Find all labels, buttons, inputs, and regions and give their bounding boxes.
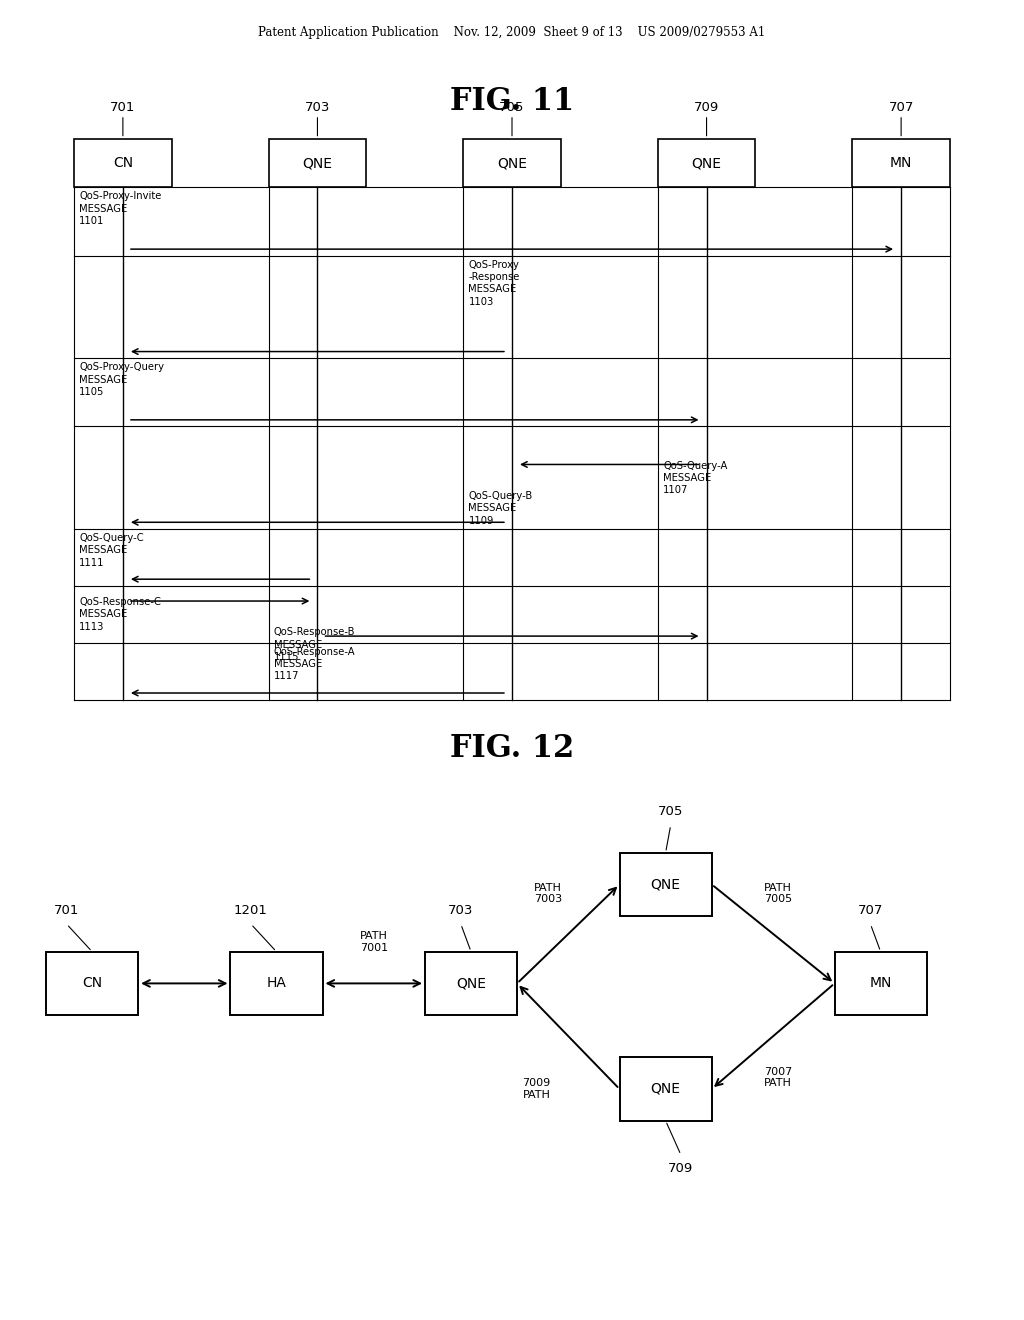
Text: QoS-Query-A
MESSAGE
1107: QoS-Query-A MESSAGE 1107 — [664, 461, 727, 495]
Text: CN: CN — [113, 156, 133, 170]
Text: Patent Application Publication    Nov. 12, 2009  Sheet 9 of 13    US 2009/027955: Patent Application Publication Nov. 12, … — [258, 26, 766, 40]
Text: 701: 701 — [54, 904, 79, 917]
FancyBboxPatch shape — [620, 1057, 712, 1121]
Text: 701: 701 — [111, 100, 135, 114]
Text: 709: 709 — [694, 100, 719, 114]
FancyBboxPatch shape — [463, 139, 561, 187]
Text: PATH
7005: PATH 7005 — [764, 883, 793, 904]
Text: QoS-Response-C
MESSAGE
1113: QoS-Response-C MESSAGE 1113 — [80, 597, 161, 632]
Text: 707: 707 — [858, 904, 883, 917]
Text: FIG. 12: FIG. 12 — [450, 733, 574, 763]
Text: QNE: QNE — [650, 878, 681, 891]
Text: HA: HA — [266, 977, 287, 990]
Text: FIG. 11: FIG. 11 — [450, 86, 574, 116]
Text: 707: 707 — [889, 100, 913, 114]
FancyBboxPatch shape — [46, 952, 138, 1015]
Text: 705: 705 — [500, 100, 524, 114]
Text: QNE: QNE — [650, 1082, 681, 1096]
Text: PATH
7003: PATH 7003 — [534, 883, 562, 904]
FancyBboxPatch shape — [657, 139, 755, 187]
Text: PATH
7001: PATH 7001 — [359, 932, 388, 953]
Text: 7009
PATH: 7009 PATH — [522, 1078, 551, 1100]
Text: MN: MN — [869, 977, 892, 990]
Text: CN: CN — [82, 977, 102, 990]
FancyBboxPatch shape — [268, 139, 367, 187]
Text: 703: 703 — [449, 904, 473, 917]
Text: QNE: QNE — [691, 156, 722, 170]
Text: MN: MN — [890, 156, 912, 170]
Text: QoS-Response-A
MESSAGE
1117: QoS-Response-A MESSAGE 1117 — [274, 647, 355, 681]
Text: QNE: QNE — [302, 156, 333, 170]
FancyBboxPatch shape — [620, 853, 712, 916]
Text: QoS-Query-C
MESSAGE
1111: QoS-Query-C MESSAGE 1111 — [80, 533, 144, 568]
FancyBboxPatch shape — [230, 952, 323, 1015]
Text: QNE: QNE — [456, 977, 486, 990]
FancyBboxPatch shape — [852, 139, 950, 187]
FancyBboxPatch shape — [835, 952, 927, 1015]
Text: 703: 703 — [305, 100, 330, 114]
Text: QoS-Response-B
MESSAGE
1115: QoS-Response-B MESSAGE 1115 — [274, 627, 355, 663]
Text: 7007
PATH: 7007 PATH — [764, 1067, 793, 1088]
Text: 709: 709 — [669, 1162, 693, 1175]
Text: QoS-Query-B
MESSAGE
1109: QoS-Query-B MESSAGE 1109 — [469, 491, 532, 525]
Text: 705: 705 — [658, 805, 683, 818]
Text: QoS-Proxy-Invite
MESSAGE
1101: QoS-Proxy-Invite MESSAGE 1101 — [80, 191, 162, 226]
Text: QoS-Proxy
-Response
MESSAGE
1103: QoS-Proxy -Response MESSAGE 1103 — [469, 260, 520, 306]
Text: 1201: 1201 — [233, 904, 268, 917]
FancyBboxPatch shape — [425, 952, 517, 1015]
Text: QoS-Proxy-Query
MESSAGE
1105: QoS-Proxy-Query MESSAGE 1105 — [80, 362, 165, 397]
Text: QNE: QNE — [497, 156, 527, 170]
FancyBboxPatch shape — [74, 139, 171, 187]
